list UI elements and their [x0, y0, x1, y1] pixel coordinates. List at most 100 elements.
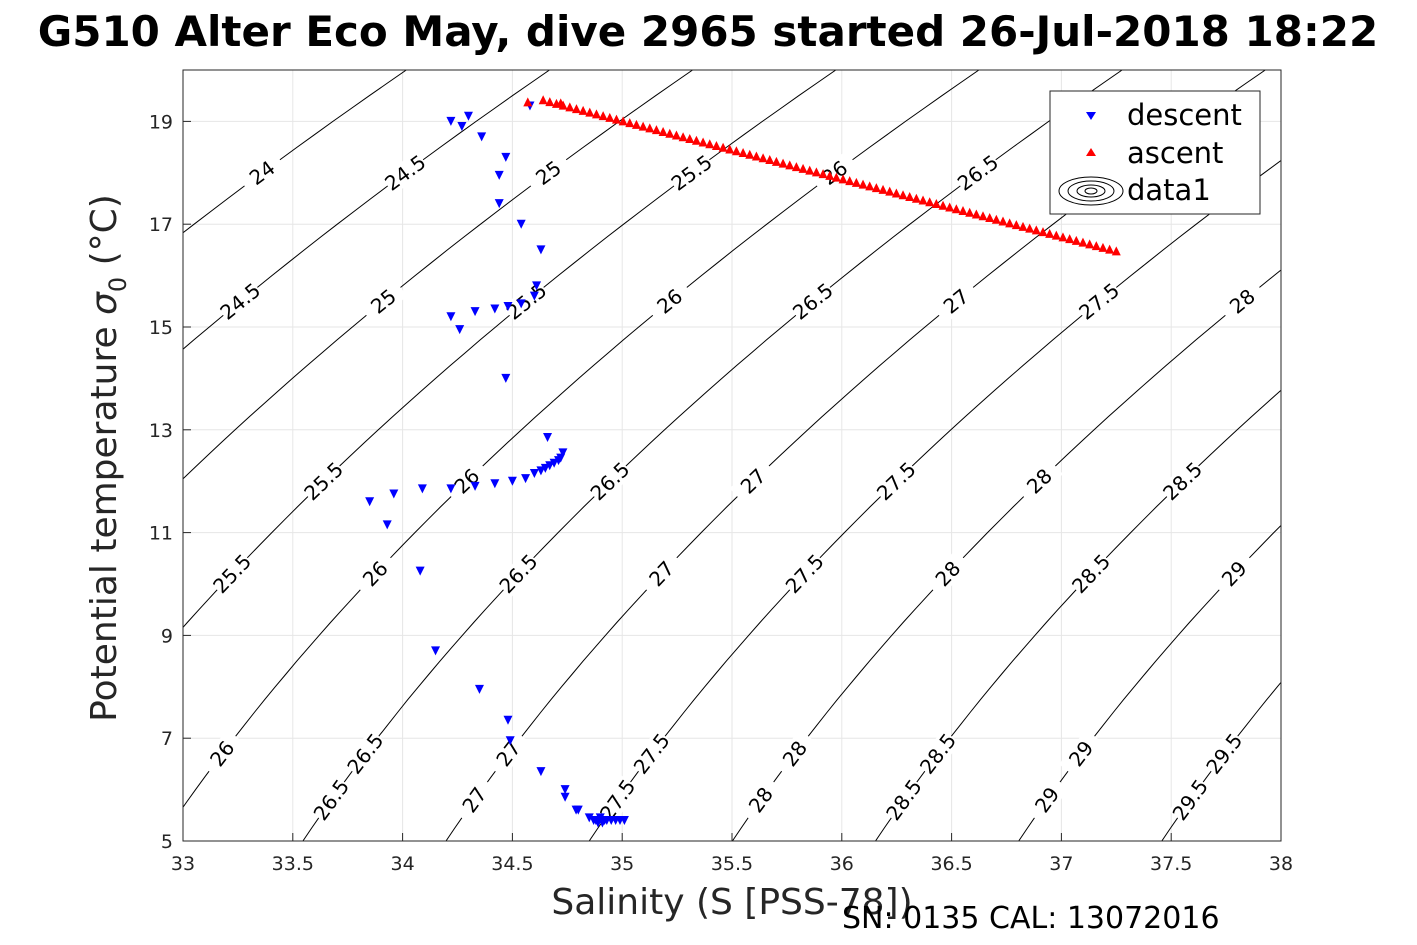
contour-label-bg — [1067, 550, 1115, 598]
x-tick-label: 36.5 — [930, 853, 972, 875]
ascent-point — [825, 170, 835, 180]
contour-label: 26.5 — [953, 150, 1003, 196]
ascent-point — [651, 125, 661, 135]
ascent-point — [1031, 225, 1041, 235]
ascent-point — [811, 167, 821, 177]
descent-point — [516, 299, 526, 309]
descent-point — [446, 116, 456, 126]
ascent-point — [645, 123, 655, 133]
descent-point — [463, 111, 473, 121]
ascent-point — [625, 118, 635, 128]
ascent-point — [1091, 241, 1101, 251]
descent-point — [505, 736, 515, 746]
ascent-point — [958, 206, 968, 216]
ascent-point — [678, 132, 688, 142]
x-tick-label: 38 — [1269, 853, 1293, 875]
contour-label: 27.5 — [1074, 278, 1124, 325]
ascent-point — [1005, 218, 1015, 228]
ascent-point — [585, 107, 595, 117]
y-ticks: 5 7 9 11 13 15 17 19 — [149, 111, 191, 853]
contour-label-bg — [1211, 550, 1258, 598]
descent-point — [455, 325, 465, 335]
ascent-point — [918, 195, 928, 205]
y-tick-label: 11 — [149, 523, 173, 545]
ascent-point — [818, 169, 828, 179]
ascent-point — [791, 162, 801, 172]
descent-point — [470, 307, 480, 317]
ascent-point — [925, 197, 935, 207]
contour-label-bg — [452, 775, 497, 825]
descent-point — [389, 489, 399, 499]
ascent-point — [805, 165, 815, 175]
contour-line — [183, 70, 837, 629]
ascent-point — [971, 209, 981, 219]
ascent-point — [638, 121, 648, 131]
ascent-point — [1085, 239, 1095, 249]
ascent-point — [785, 160, 795, 170]
contour-label-bg — [667, 150, 716, 195]
descent-point — [494, 170, 504, 180]
ascent-point — [611, 114, 621, 124]
descent-point — [477, 132, 487, 142]
contour-label-bg — [443, 458, 491, 505]
contour-label-bg — [1168, 775, 1213, 825]
ascent-point — [905, 191, 915, 201]
descent-point — [595, 813, 605, 823]
ascent-point — [578, 105, 588, 115]
descent-point — [536, 466, 546, 476]
contour-label: 26.5 — [342, 729, 388, 779]
contour-label-bg — [872, 458, 920, 505]
ascent-point — [658, 126, 668, 136]
ascent-point — [1051, 230, 1061, 240]
ascent-point — [698, 137, 708, 147]
contour-label-bg — [381, 150, 430, 195]
descent-point — [431, 646, 441, 656]
ascent-point — [991, 214, 1001, 224]
ascent-point — [751, 151, 761, 161]
descent-point — [549, 458, 559, 468]
ascent-point — [891, 188, 901, 198]
contour-label: 25.5 — [667, 150, 717, 196]
ascent-point — [1025, 223, 1035, 233]
y-tick-label: 9 — [161, 625, 173, 647]
contour-label-bg — [810, 150, 860, 195]
contour-label-bg — [486, 729, 531, 778]
contour-label-bg — [788, 278, 837, 324]
descent-point — [545, 461, 555, 471]
contour-label-bg — [216, 278, 265, 324]
x-tick-label: 35 — [610, 853, 634, 875]
y-tick-label: 13 — [149, 420, 173, 442]
contour-label-bg — [1159, 458, 1207, 505]
ascent-point — [851, 177, 861, 187]
contour-label-bg — [309, 775, 354, 825]
contour-label-bg — [1058, 729, 1104, 778]
ascent-point — [951, 204, 961, 214]
ascent-point — [671, 130, 681, 140]
contour-line — [731, 269, 1281, 841]
contour-label-bg — [629, 729, 674, 778]
descent-point — [474, 684, 484, 694]
contour-label: 27.5 — [629, 729, 675, 779]
contour-line — [588, 159, 1281, 841]
contour-label: 29.5 — [1167, 775, 1213, 825]
descent-point — [501, 152, 511, 162]
contour-label-bg — [729, 458, 777, 505]
ascent-point — [691, 135, 701, 145]
descent-point — [619, 815, 629, 825]
ascent-point — [556, 98, 566, 108]
ascent-point — [618, 116, 628, 126]
descent-point — [554, 456, 564, 466]
ascent-point — [591, 109, 601, 119]
contour-label-bg — [645, 278, 694, 324]
contour-label-bg — [924, 550, 972, 598]
ascent-point — [538, 95, 548, 105]
ascent-point — [705, 139, 715, 149]
ascent-point — [711, 140, 721, 150]
ascent-point — [911, 193, 921, 203]
y-tick-label: 15 — [149, 317, 173, 339]
legend-ascent-marker — [1086, 148, 1096, 156]
ascent-point — [685, 133, 695, 143]
legend-box — [1049, 90, 1261, 215]
ascent-point — [523, 97, 533, 107]
